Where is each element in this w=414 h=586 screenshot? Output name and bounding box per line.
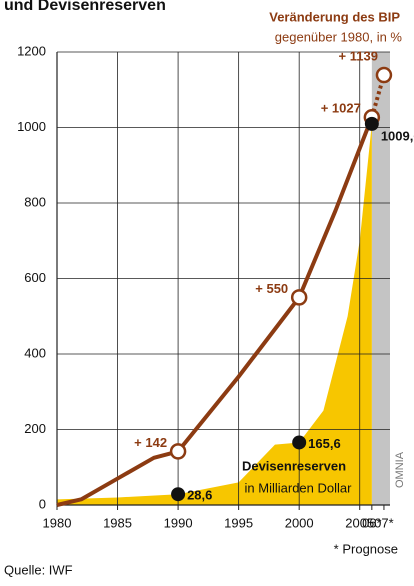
y-tick-label: 1000 [17, 119, 46, 134]
source: Quelle: IWF [4, 562, 73, 577]
subtitle-note: gegenüber 1980, in % [275, 29, 403, 44]
reserves-value-label: 28,6 [187, 488, 212, 503]
reserves-area [57, 123, 372, 505]
reserves-point [171, 487, 186, 502]
reserves-point [364, 116, 379, 131]
x-tick-label: 07* [374, 515, 394, 530]
x-tick-label: 2000 [285, 515, 314, 530]
x-tick-label: 06* [362, 515, 382, 530]
gdp-point [169, 443, 187, 460]
subtitle: Veränderung des BIP [269, 9, 400, 24]
x-tick-label: 1995 [224, 515, 253, 530]
chart-title: und Devisenreserven [4, 0, 166, 14]
y-tick-label: 0 [39, 496, 46, 511]
y-tick-label: 400 [24, 345, 46, 360]
y-tick-label: 800 [24, 194, 46, 209]
reserves-unit-label: in Milliarden Dollar [245, 480, 353, 495]
reserves-value-label: 1009,6 [381, 128, 414, 143]
gdp-value-label: + 1139 [339, 48, 378, 63]
credit: OMNIA [394, 451, 406, 488]
x-tick-label: 1985 [103, 515, 132, 530]
reserves-point [292, 435, 307, 450]
gdp-value-label: + 550 [255, 281, 288, 296]
reserves-value-label: 165,6 [308, 436, 341, 451]
y-tick-label: 600 [24, 270, 46, 285]
forecast-note: * Prognose [334, 541, 398, 556]
x-tick-label: 2005 [345, 515, 374, 530]
gdp-value-label: + 142 [134, 435, 167, 450]
x-tick-label: 1990 [164, 515, 193, 530]
y-tick-label: 1200 [17, 43, 46, 58]
y-tick-label: 200 [24, 421, 46, 436]
reserves-label: Devisenreserven [242, 458, 346, 473]
gdp-point [375, 66, 393, 84]
gdp-value-label: + 1027 [321, 101, 361, 116]
gdp-point [290, 289, 308, 306]
x-tick-label: 1980 [43, 515, 72, 530]
